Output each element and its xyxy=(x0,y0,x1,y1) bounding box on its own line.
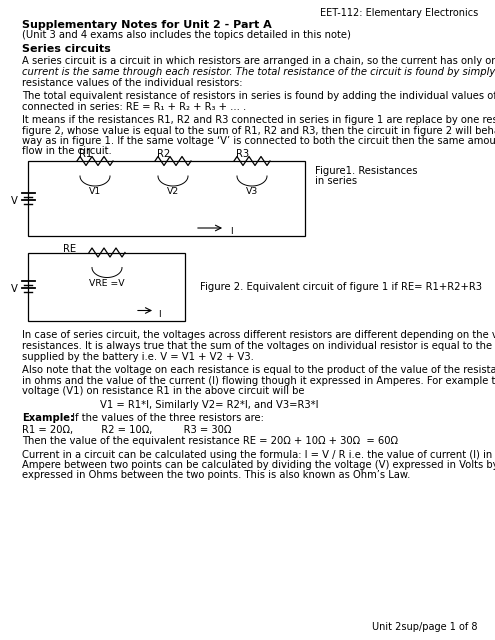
Text: (Unit 3 and 4 exams also includes the topics detailed in this note): (Unit 3 and 4 exams also includes the to… xyxy=(22,31,351,40)
Bar xyxy=(28,253,185,321)
Text: V: V xyxy=(11,195,18,205)
Text: V: V xyxy=(11,284,18,294)
Text: V3: V3 xyxy=(246,187,258,196)
Text: Supplementary Notes for Unit 2 - Part A: Supplementary Notes for Unit 2 - Part A xyxy=(22,20,272,30)
Text: Figure 2. Equivalent circuit of figure 1 if RE= R1+R2+R3: Figure 2. Equivalent circuit of figure 1… xyxy=(200,282,482,292)
Text: VRE =V: VRE =V xyxy=(89,278,125,287)
Text: Figure1. Resistances: Figure1. Resistances xyxy=(315,166,417,176)
Text: in ohms and the value of the current (I) flowing though it expressed in Amperes.: in ohms and the value of the current (I)… xyxy=(22,376,495,385)
Text: V2: V2 xyxy=(167,187,179,196)
Text: Also note that the voltage on each resistance is equal to the product of the val: Also note that the voltage on each resis… xyxy=(22,365,495,375)
Text: V1: V1 xyxy=(89,187,101,196)
Text: expressed in Ohms between the two points. This is also known as Ohm’s Law.: expressed in Ohms between the two points… xyxy=(22,470,410,481)
Text: R1 = 20Ω,         R2 = 10Ω,          R3 = 30Ω: R1 = 20Ω, R2 = 10Ω, R3 = 30Ω xyxy=(22,426,231,435)
Text: Unit 2sup/page 1 of 8: Unit 2sup/page 1 of 8 xyxy=(373,622,478,632)
Text: R2: R2 xyxy=(157,149,170,159)
Text: V1 = R1*I, Similarly V2= R2*I, and V3=R3*I: V1 = R1*I, Similarly V2= R2*I, and V3=R3… xyxy=(100,399,318,410)
Text: Current in a circuit can be calculated using the formula: I = V / R i.e. the val: Current in a circuit can be calculated u… xyxy=(22,449,495,460)
Text: R3: R3 xyxy=(236,149,249,159)
Text: The total equivalent resistance of resistors in series is found by adding the in: The total equivalent resistance of resis… xyxy=(22,91,495,101)
Text: I: I xyxy=(158,310,160,319)
Text: figure 2, whose value is equal to the sum of R1, R2 and R3, then the circuit in : figure 2, whose value is equal to the su… xyxy=(22,125,495,136)
Text: In case of series circuit, the voltages across different resistors are different: In case of series circuit, the voltages … xyxy=(22,330,495,340)
Text: I: I xyxy=(230,227,233,237)
Text: resistances. It is always true that the sum of the voltages on individual resist: resistances. It is always true that the … xyxy=(22,341,495,351)
Text: in series: in series xyxy=(315,177,357,186)
Text: It means if the resistances R1, R2 and R3 connected in series in figure 1 are re: It means if the resistances R1, R2 and R… xyxy=(22,115,495,125)
Text: current is the same through each resistor. The total resistance of the circuit i: current is the same through each resisto… xyxy=(22,67,495,77)
Text: EET-112: Elementary Electronics: EET-112: Elementary Electronics xyxy=(320,8,478,18)
Text: connected in series: RE = R₁ + R₂ + R₃ + ... .: connected in series: RE = R₁ + R₂ + R₃ +… xyxy=(22,102,246,111)
Text: resistance values of the individual resistors:: resistance values of the individual resi… xyxy=(22,77,243,88)
Text: supplied by the battery i.e. V = V1 + V2 + V3.: supplied by the battery i.e. V = V1 + V2… xyxy=(22,351,254,362)
Text: way as in figure 1. If the same voltage ‘V’ is connected to both the circuit the: way as in figure 1. If the same voltage … xyxy=(22,136,495,146)
Text: R1: R1 xyxy=(79,149,92,159)
Text: Then the value of the equivalent resistance RE = 20Ω + 10Ω + 30Ω  = 60Ω: Then the value of the equivalent resista… xyxy=(22,436,398,446)
Text: Series circuits: Series circuits xyxy=(22,44,111,54)
Text: Ampere between two points can be calculated by dividing the voltage (V) expresse: Ampere between two points can be calcula… xyxy=(22,460,495,470)
Text: RE: RE xyxy=(63,244,77,254)
Text: A series circuit is a circuit in which resistors are arranged in a chain, so the: A series circuit is a circuit in which r… xyxy=(22,56,495,67)
Text: Example:: Example: xyxy=(22,413,74,423)
Text: flow in the circuit.: flow in the circuit. xyxy=(22,147,112,157)
Text: If the values of the three resistors are:: If the values of the three resistors are… xyxy=(69,413,264,423)
Text: voltage (V1) on resistance R1 in the above circuit will be: voltage (V1) on resistance R1 in the abo… xyxy=(22,386,304,396)
Bar xyxy=(28,161,305,236)
